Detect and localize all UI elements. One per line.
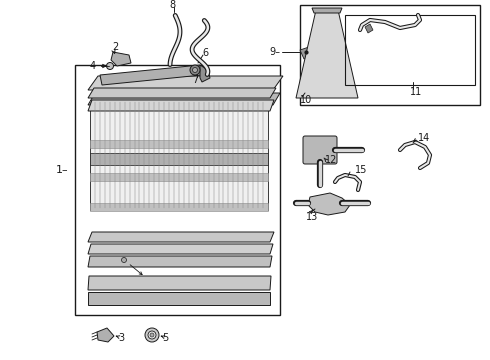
Polygon shape <box>88 244 273 254</box>
Polygon shape <box>296 10 358 98</box>
Polygon shape <box>88 232 274 242</box>
Text: 8: 8 <box>169 0 175 10</box>
Polygon shape <box>88 76 283 90</box>
Bar <box>90 101 268 109</box>
Polygon shape <box>88 276 271 290</box>
Text: 9–: 9– <box>269 47 280 57</box>
Polygon shape <box>308 193 350 215</box>
Polygon shape <box>200 65 210 82</box>
Polygon shape <box>88 292 270 305</box>
Text: 10: 10 <box>300 95 312 105</box>
Text: 2: 2 <box>112 42 118 52</box>
FancyBboxPatch shape <box>303 136 337 164</box>
Circle shape <box>150 333 154 337</box>
Text: 7: 7 <box>192 75 198 85</box>
Circle shape <box>148 331 156 339</box>
Text: 3: 3 <box>118 333 124 343</box>
Text: 6: 6 <box>202 48 208 58</box>
Bar <box>90 100 268 210</box>
Polygon shape <box>300 46 316 59</box>
Polygon shape <box>365 24 373 33</box>
Polygon shape <box>111 52 131 66</box>
Bar <box>345 15 475 85</box>
Bar <box>90 140 268 148</box>
Text: 12: 12 <box>325 155 338 165</box>
Circle shape <box>193 68 197 72</box>
Polygon shape <box>100 65 202 85</box>
Text: 14: 14 <box>418 133 430 143</box>
Bar <box>90 203 268 211</box>
Polygon shape <box>88 100 274 111</box>
Text: 4: 4 <box>90 61 96 71</box>
Circle shape <box>106 63 114 69</box>
Bar <box>75 65 280 315</box>
Polygon shape <box>312 8 342 13</box>
Bar <box>90 173 268 181</box>
Polygon shape <box>88 88 276 98</box>
Circle shape <box>145 328 159 342</box>
Polygon shape <box>97 328 114 342</box>
Polygon shape <box>88 93 280 105</box>
Text: 11: 11 <box>410 87 422 97</box>
Polygon shape <box>88 256 272 267</box>
Bar <box>300 5 480 105</box>
Circle shape <box>190 65 200 75</box>
Bar <box>90 153 268 165</box>
Text: 1–: 1– <box>55 165 68 175</box>
Text: 15: 15 <box>355 165 368 175</box>
Text: 13: 13 <box>306 212 318 222</box>
Circle shape <box>122 257 126 262</box>
Text: 5: 5 <box>162 333 168 343</box>
